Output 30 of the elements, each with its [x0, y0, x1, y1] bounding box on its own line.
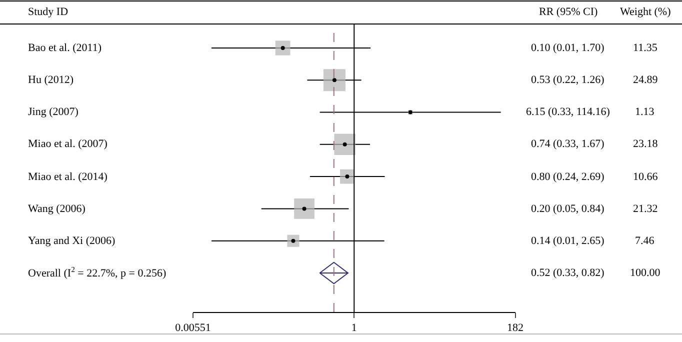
- text: 0.10 (0.01, 1.70): [531, 42, 605, 54]
- text: 0.74 (0.33, 1.67): [531, 138, 605, 150]
- y-tick-label: Jing (2007): [28, 106, 79, 118]
- text: 7.46: [635, 235, 655, 247]
- text: 0.52 (0.33, 0.82): [531, 267, 605, 279]
- x-tick-label: 0.00551: [175, 322, 211, 334]
- text: 11.35: [633, 42, 658, 54]
- y-tick-label: Overall (I$^{2}$ = 22.7%, p = 0.256): [28, 265, 166, 280]
- x-tick-label: 1: [351, 322, 357, 334]
- text: 0.53 (0.22, 1.26): [531, 74, 605, 86]
- text: 24.89: [633, 74, 658, 86]
- y-tick-label: Wang (2006): [28, 203, 86, 215]
- text: 0.14 (0.01, 2.65): [531, 235, 605, 247]
- text: 1.13: [635, 106, 655, 118]
- y-tick-label: Hu (2012): [28, 74, 74, 86]
- text: RR (95% CI): [539, 6, 598, 18]
- y-tick-label: Miao et al. (2007): [28, 138, 108, 150]
- x-tick-label: 182: [507, 322, 524, 334]
- text: 10.66: [633, 171, 658, 183]
- text: 6.15 (0.33, 114.16): [526, 106, 610, 118]
- text: 0.80 (0.24, 2.69): [531, 171, 605, 183]
- text: 0.20 (0.05, 0.84): [531, 203, 605, 215]
- text: 23.18: [633, 138, 658, 150]
- y-tick-label: Yang and Xi (2006): [28, 235, 116, 247]
- text: Study ID: [28, 6, 68, 18]
- text: Weight (%): [620, 6, 672, 18]
- text: 100.00: [630, 267, 661, 279]
- y-tick-label: Bao et al. (2011): [28, 42, 102, 54]
- text: 21.32: [633, 203, 658, 215]
- y-tick-label: Miao et al. (2014): [28, 171, 108, 183]
